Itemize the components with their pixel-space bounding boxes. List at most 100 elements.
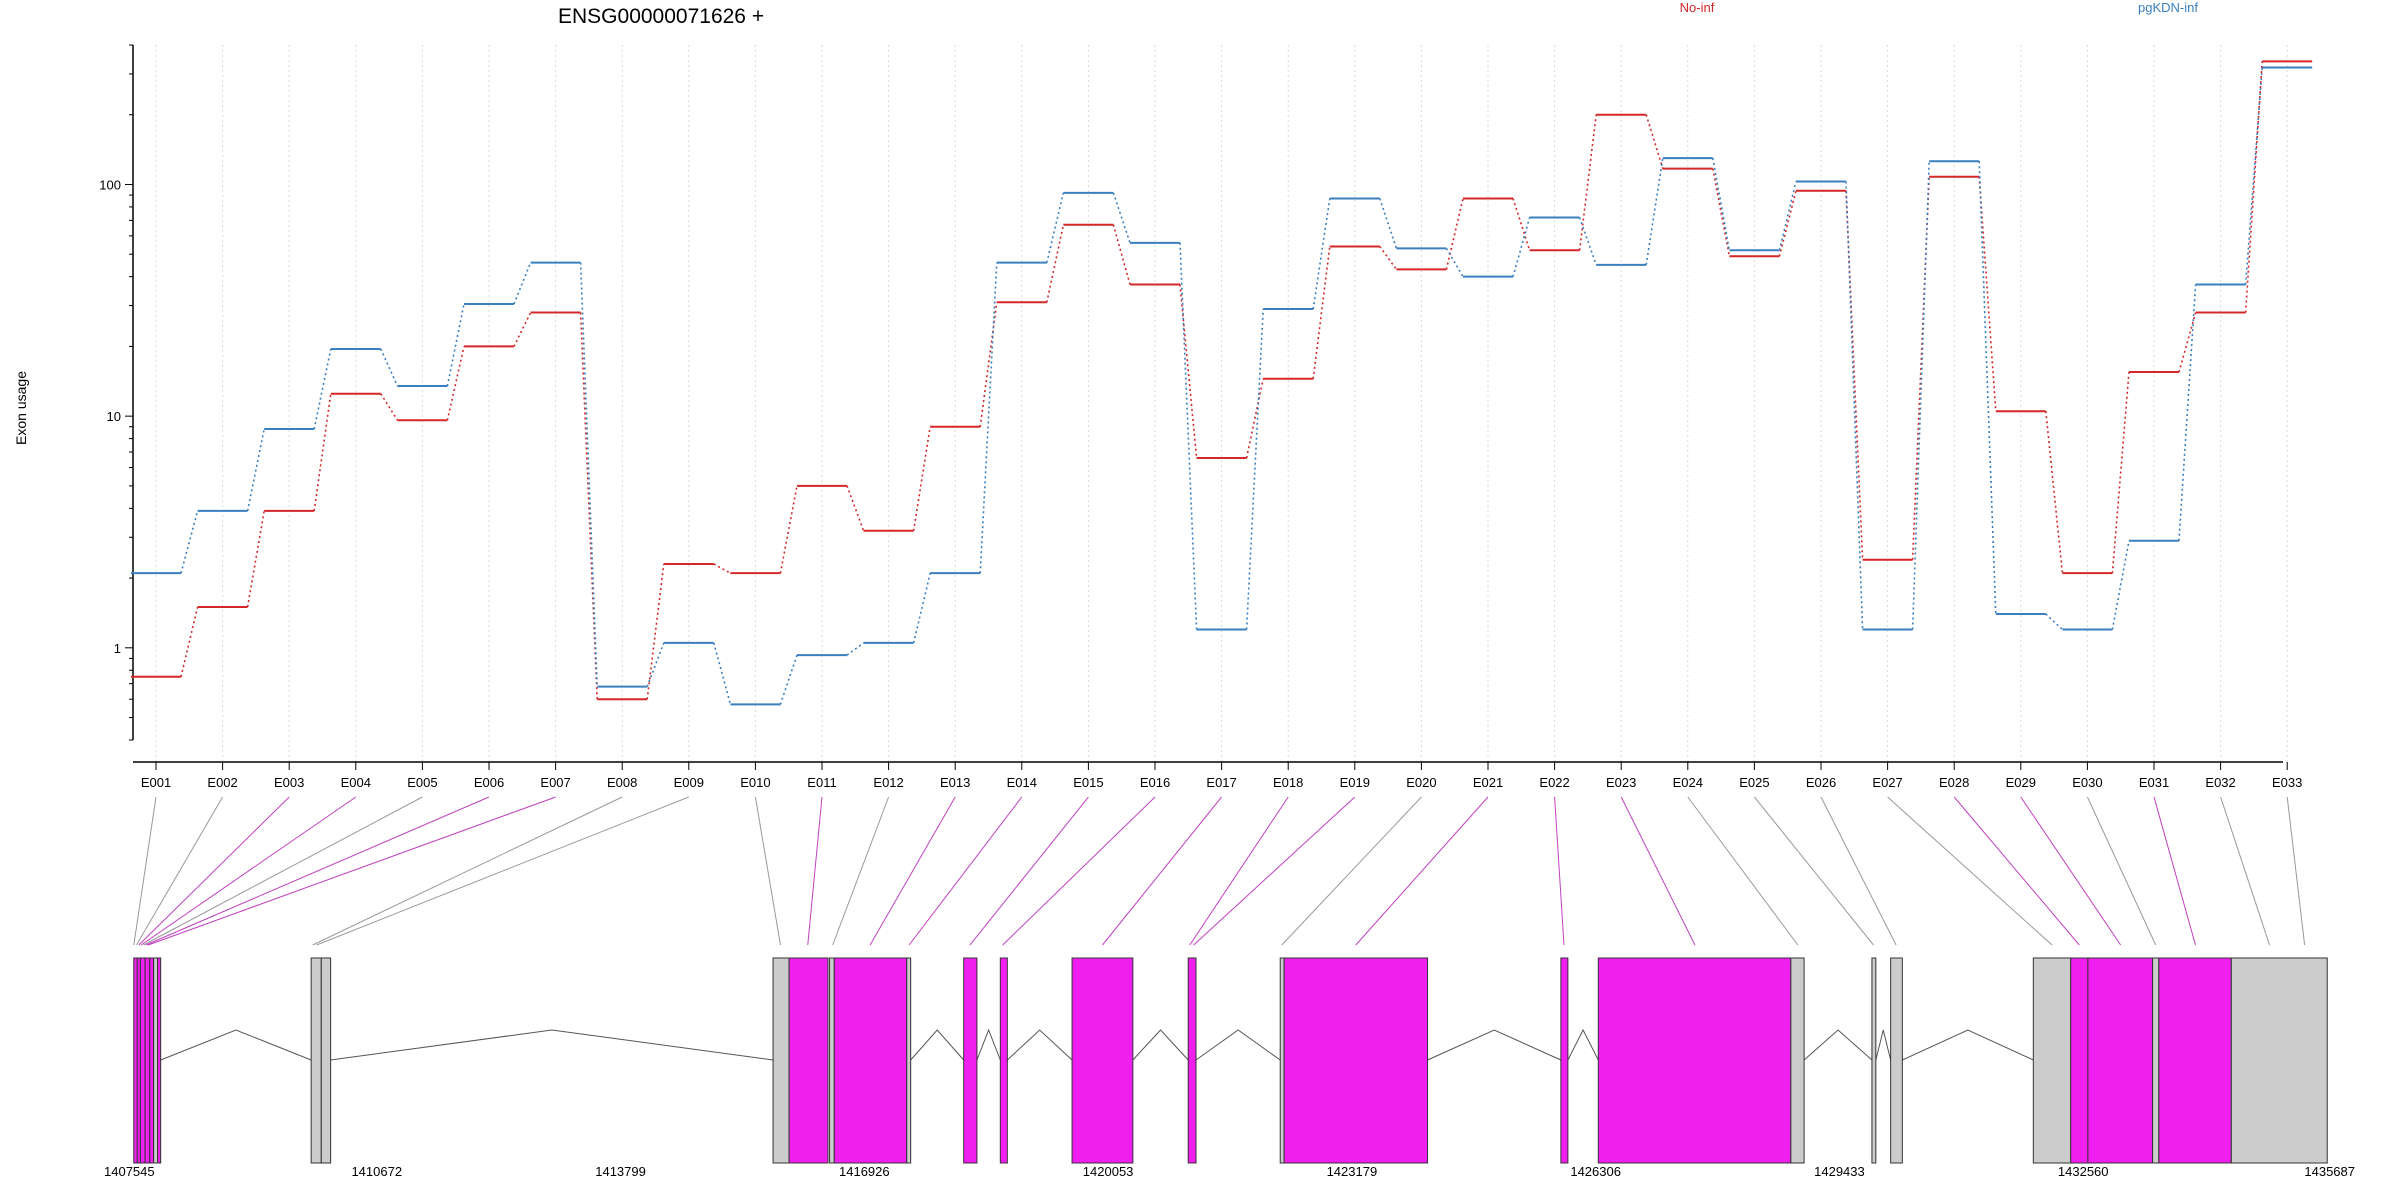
y-tick-label: 100 — [99, 177, 121, 192]
x-tick-label-e025: E025 — [1739, 775, 1769, 790]
link-e027 — [1887, 796, 2053, 946]
x-tick-label-e021: E021 — [1473, 775, 1503, 790]
x-tick-label-e017: E017 — [1206, 775, 1236, 790]
exon-tested — [1071, 957, 1134, 1164]
x-tick-label-e018: E018 — [1273, 775, 1303, 790]
x-tick-label-e029: E029 — [2006, 775, 2036, 790]
x-tick-label-e016: E016 — [1140, 775, 1170, 790]
gene-model — [133, 957, 2328, 1164]
exon-tested — [149, 957, 155, 1164]
connector — [1911, 176, 1930, 560]
coordinate-label: 1410672 — [351, 1164, 402, 1179]
link-e008 — [312, 796, 623, 946]
exon-untested — [2152, 957, 2160, 1164]
y-tick-label: 10 — [107, 409, 121, 424]
connector — [713, 563, 731, 574]
connector — [513, 312, 532, 347]
connector — [1778, 181, 1797, 251]
connector — [1578, 217, 1597, 266]
link-e021 — [1355, 796, 1489, 946]
connector — [1046, 224, 1065, 303]
connector — [1645, 114, 1664, 169]
connector — [1512, 217, 1531, 277]
connector — [2045, 613, 2063, 631]
intron — [330, 1029, 774, 1061]
link-e013 — [869, 796, 956, 946]
x-tick-label-e005: E005 — [407, 775, 437, 790]
x-tick-label-e027: E027 — [1872, 775, 1902, 790]
exon-untested — [1890, 957, 1903, 1164]
link-e022 — [1554, 796, 1565, 946]
link-e019 — [1193, 796, 1356, 946]
x-tick-label-e024: E024 — [1673, 775, 1703, 790]
link-e016 — [1002, 796, 1156, 946]
connector — [1845, 190, 1864, 560]
coordinate-label: 1413799 — [595, 1164, 646, 1179]
exon-tested — [144, 957, 151, 1164]
link-e001 — [133, 796, 157, 946]
link-e017 — [1102, 796, 1222, 946]
intron — [1007, 1029, 1073, 1061]
link-e025 — [1754, 796, 1874, 946]
intron — [1803, 1029, 1873, 1061]
exon-untested — [320, 957, 332, 1164]
connector — [646, 563, 665, 700]
connector — [1645, 157, 1664, 265]
y-axis: 1 10 100 — [99, 44, 134, 741]
connector — [380, 348, 399, 387]
coordinate-label: 1426306 — [1570, 1164, 1621, 1179]
exon-tested — [133, 957, 138, 1164]
x-tick-label-e032: E032 — [2205, 775, 2235, 790]
connector — [1778, 190, 1797, 257]
exon-untested — [2230, 957, 2328, 1164]
connector — [779, 485, 798, 574]
connector — [1179, 284, 1198, 459]
connector — [1578, 114, 1597, 251]
intron — [976, 1028, 1001, 1061]
connector — [1911, 161, 1930, 630]
intron — [160, 1029, 312, 1061]
connector — [779, 654, 798, 705]
legend-no-inf: No-inf — [1680, 0, 1715, 15]
intron — [1195, 1029, 1281, 1061]
link-e015 — [969, 796, 1089, 946]
connector — [846, 485, 865, 532]
x-tick-label-e022: E022 — [1539, 775, 1569, 790]
link-e023 — [1620, 796, 1696, 946]
exon-tested — [788, 957, 829, 1164]
link-e020 — [1281, 796, 1422, 946]
x-tick-label-e001: E001 — [141, 775, 171, 790]
connector — [1312, 246, 1331, 379]
connector — [1046, 192, 1065, 263]
exon-untested — [2032, 957, 2072, 1164]
x-tick-label-e002: E002 — [207, 775, 237, 790]
x-tick-label-e003: E003 — [274, 775, 304, 790]
intron — [1875, 1029, 1892, 1061]
x-tick-label-e008: E008 — [607, 775, 637, 790]
exon-tested — [2158, 957, 2232, 1164]
connector — [2178, 312, 2197, 373]
exon-untested — [153, 957, 159, 1164]
link-e010 — [754, 796, 781, 946]
connector — [1512, 198, 1531, 251]
connector — [979, 262, 998, 574]
coordinate-label: 1420053 — [1083, 1164, 1134, 1179]
connector — [380, 393, 399, 421]
y-axis-label: Exon usage — [13, 371, 29, 445]
connector — [313, 348, 332, 430]
exon-tested — [2070, 957, 2089, 1164]
exon-tested — [833, 957, 908, 1164]
link-e014 — [908, 796, 1023, 946]
exon-tested — [963, 957, 978, 1164]
y-tick-label: 1 — [114, 641, 121, 656]
connector — [180, 510, 199, 574]
exon-links — [133, 796, 2306, 946]
link-e026 — [1820, 796, 1897, 946]
x-tick-label-e007: E007 — [540, 775, 570, 790]
intron — [1132, 1029, 1189, 1061]
connector — [1379, 198, 1398, 249]
coordinate-label: 1423179 — [1327, 1164, 1378, 1179]
exon-untested — [906, 957, 912, 1164]
series-lines — [131, 60, 2313, 706]
genomic-coordinates: 1407545 1410672 1413799 1416926 1420053 14231… — [104, 1164, 2355, 1179]
